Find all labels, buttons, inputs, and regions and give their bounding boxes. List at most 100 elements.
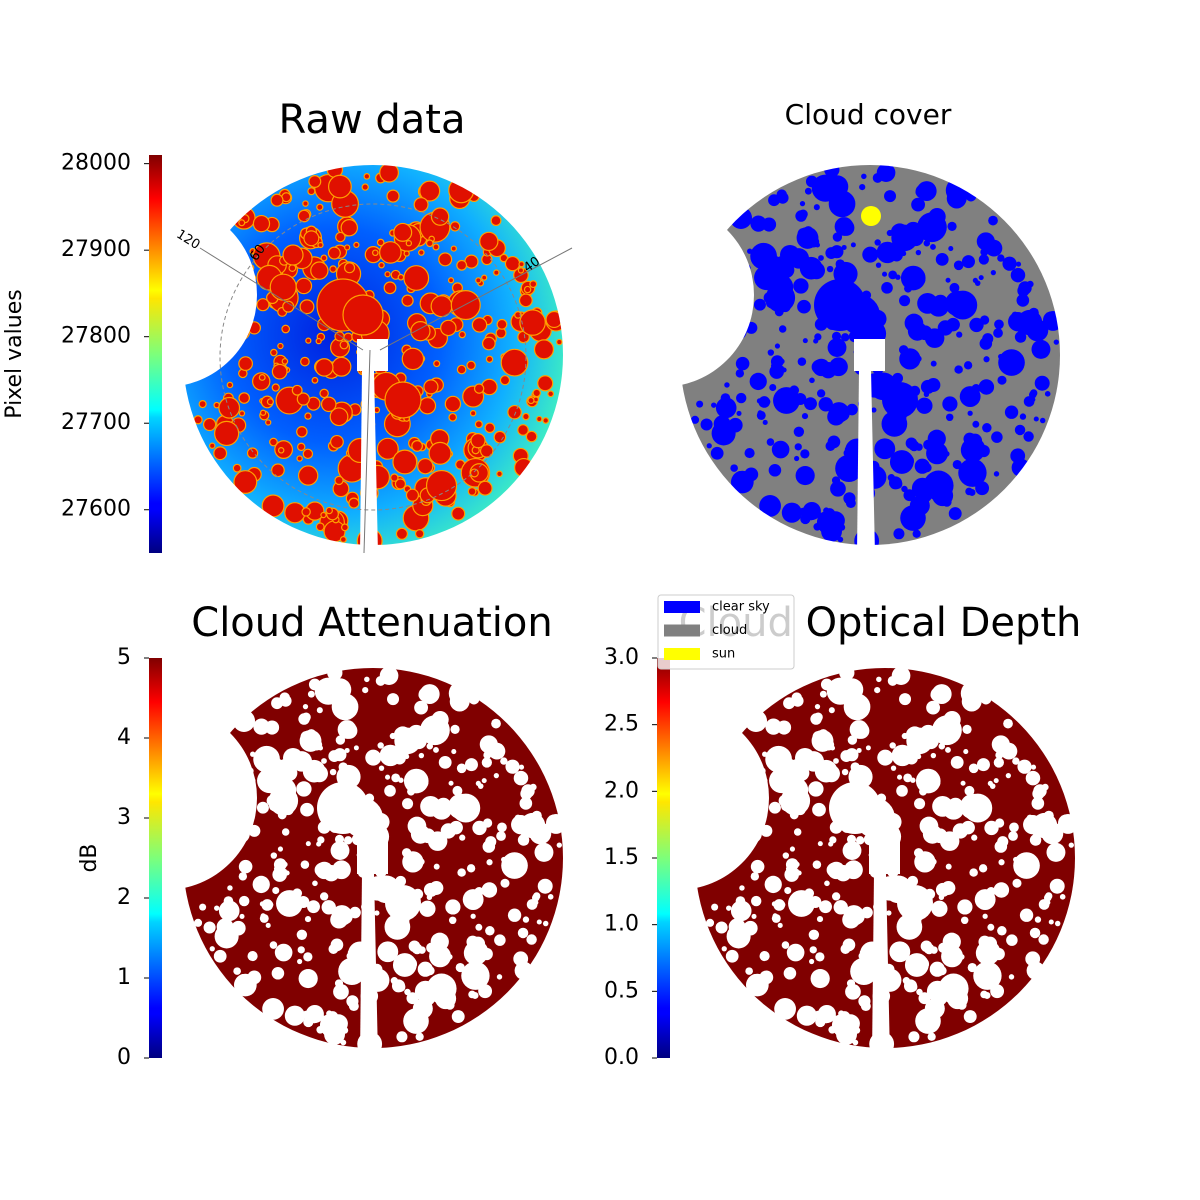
image-patch [845, 498, 856, 509]
image-patch [415, 1032, 424, 1041]
image-patch [696, 805, 711, 820]
image-patch [926, 700, 941, 715]
image-patch [759, 495, 781, 517]
image-patch [211, 751, 223, 762]
image-patch [369, 924, 375, 930]
image-patch [283, 748, 303, 768]
image-patch [518, 770, 524, 776]
image-patch [774, 343, 781, 349]
image-patch [224, 280, 250, 306]
image-patch [344, 765, 355, 776]
image-patch [379, 162, 399, 183]
colorbar-label: Pixel values [2, 289, 27, 418]
image-patch [710, 815, 719, 823]
image-patch [927, 1032, 936, 1041]
image-patch [385, 774, 391, 780]
image-patch [296, 392, 310, 406]
image-patch [767, 349, 775, 356]
panel-title: Cloud cover [785, 98, 952, 131]
image-patch [479, 231, 499, 252]
image-patch [711, 402, 717, 408]
image-patch [426, 973, 457, 1004]
image-patch [198, 815, 207, 823]
image-patch [270, 777, 297, 804]
image-patch [210, 760, 227, 776]
image-patch [825, 175, 849, 198]
image-patch [769, 364, 784, 379]
image-patch [721, 312, 734, 325]
image-patch [821, 520, 842, 542]
image-patch [315, 861, 333, 880]
image-patch [184, 301, 200, 318]
image-patch [362, 687, 369, 694]
image-patch [321, 900, 336, 915]
image-patch [526, 934, 537, 945]
image-patch [836, 1023, 857, 1045]
image-patch [945, 177, 971, 203]
image-patch [317, 241, 324, 249]
image-patch [753, 298, 766, 311]
image-patch [271, 966, 285, 980]
image-patch [692, 342, 700, 351]
image-patch [931, 684, 952, 704]
image-patch [994, 840, 1008, 853]
image-patch [861, 173, 867, 180]
image-patch [406, 992, 419, 1005]
image-patch [214, 924, 239, 949]
image-patch [930, 244, 936, 250]
image-patch [277, 846, 284, 852]
image-patch [861, 453, 868, 460]
image-patch [804, 187, 812, 195]
image-patch [813, 338, 819, 344]
image-patch [272, 867, 287, 882]
colorbar-tick-label: 4 [117, 725, 131, 750]
image-patch [470, 972, 479, 980]
image-patch [1038, 934, 1049, 945]
image-patch [766, 438, 775, 446]
image-patch [505, 759, 520, 774]
image-patch [1045, 892, 1053, 900]
image-patch [781, 502, 802, 523]
image-patch [213, 949, 227, 963]
image-patch [270, 193, 284, 207]
image-patch [360, 853, 371, 864]
image-patch [850, 242, 856, 248]
image-patch [233, 967, 241, 975]
image-patch [364, 956, 371, 963]
image-patch [889, 450, 914, 474]
image-patch [1058, 814, 1075, 831]
image-patch [869, 1031, 895, 1057]
image-patch [696, 400, 704, 408]
image-patch [844, 860, 863, 880]
image-patch [363, 173, 371, 180]
image-patch [910, 777, 916, 783]
image-patch [361, 183, 369, 191]
image-patch [1030, 389, 1038, 397]
image-patch [395, 527, 409, 540]
image-patch [195, 845, 203, 854]
image-patch [799, 200, 806, 207]
colorbar-tick-label: 3.0 [604, 645, 639, 670]
image-patch [316, 1025, 325, 1034]
image-patch [990, 269, 996, 276]
image-patch [475, 277, 482, 284]
image-patch [721, 255, 734, 268]
image-patch [366, 968, 390, 992]
image-patch [715, 921, 728, 934]
image-patch [812, 802, 826, 817]
image-patch [750, 215, 767, 232]
image-patch [384, 271, 391, 278]
image-patch [795, 748, 815, 768]
colorbar-tick-label: 0.5 [604, 978, 639, 1003]
image-patch [331, 356, 352, 377]
image-patch [339, 536, 347, 543]
image-patch [721, 946, 727, 952]
image-patch [253, 718, 270, 735]
image-patch [988, 215, 998, 226]
image-patch [828, 707, 835, 714]
image-patch [801, 767, 808, 775]
image-patch [473, 383, 485, 394]
image-patch [1009, 822, 1019, 833]
image-patch [923, 470, 954, 501]
